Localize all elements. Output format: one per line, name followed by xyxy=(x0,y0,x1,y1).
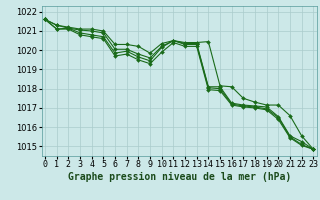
X-axis label: Graphe pression niveau de la mer (hPa): Graphe pression niveau de la mer (hPa) xyxy=(68,172,291,182)
